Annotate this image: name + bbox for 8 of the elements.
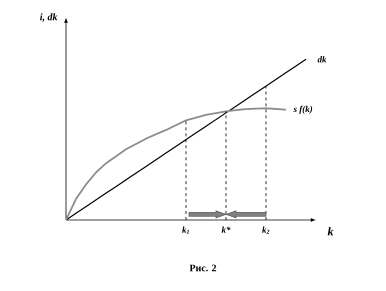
series-label: s f(k): [293, 106, 312, 114]
x-axis-title: k: [328, 227, 334, 236]
x-tick-label: k$_{2}$: [262, 226, 270, 234]
x-tick-label: k$_{1}$: [182, 226, 189, 234]
series-label: dk: [318, 56, 326, 62]
text: Рис. 2: [190, 264, 216, 272]
y-axis-title: i, dk: [40, 13, 58, 22]
x-tick-label: k*: [222, 226, 231, 233]
